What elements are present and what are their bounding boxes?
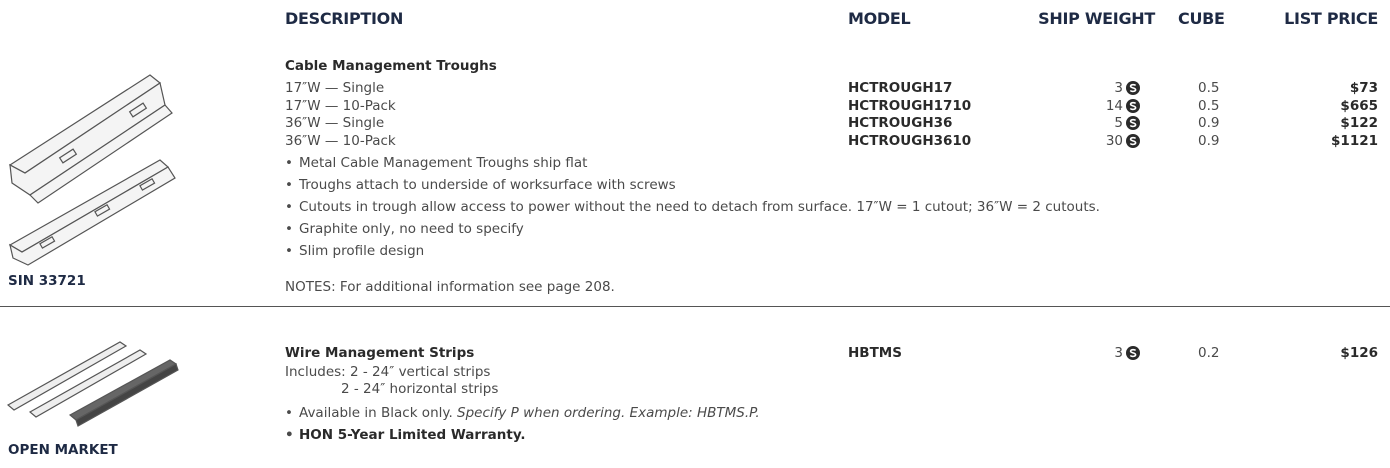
cube: 0.9	[1198, 115, 1220, 131]
warranty: HON 5-Year Limited Warranty.	[285, 427, 526, 444]
cube: 0.5	[1198, 97, 1220, 114]
header-model: MODEL	[848, 9, 911, 28]
bullet: Available in Black only. Specify P when …	[285, 405, 760, 422]
bullet-text: Available in Black only.	[299, 405, 453, 421]
cube: 0.5	[1198, 80, 1220, 96]
section-title: Wire Management Strips	[285, 345, 475, 361]
row-description: 17″W — 10-Pack	[285, 97, 396, 114]
row-description: 36″W — 10-Pack	[285, 132, 396, 149]
list-price: $73	[1349, 80, 1378, 96]
bullet-italic: Specify P when ordering. Example: HBTMS.…	[457, 405, 760, 421]
strips-image	[6, 341, 179, 427]
list-price: $665	[1340, 97, 1378, 114]
model: HBTMS	[848, 345, 902, 361]
ship-icon	[1126, 346, 1140, 360]
ship-icon	[1126, 116, 1140, 130]
row-description: 17″W — Single	[285, 80, 385, 96]
list-price: $122	[1340, 115, 1378, 131]
ship-icon	[1126, 81, 1140, 95]
list-price: $126	[1340, 345, 1378, 361]
header-list-price: LIST PRICE	[1284, 9, 1378, 28]
ship-weight: 3	[1114, 345, 1123, 361]
ship-icon	[1126, 98, 1140, 113]
ship-weight: 14	[1105, 97, 1123, 114]
ship-weight: 5	[1114, 115, 1123, 131]
bullet: Graphite only, no need to specify	[285, 221, 524, 238]
cube: 0.9	[1198, 132, 1220, 149]
header-description: DESCRIPTION	[285, 9, 404, 28]
model: HCTROUGH36	[848, 115, 953, 131]
section-title: Cable Management Troughs	[285, 58, 497, 74]
model: HCTROUGH17	[848, 80, 953, 96]
bullet: Cutouts in trough allow access to power …	[285, 199, 1100, 216]
header-ship-weight: SHIP WEIGHT	[1038, 9, 1155, 28]
list-price: $1121	[1331, 132, 1378, 149]
model: HCTROUGH1710	[848, 97, 972, 114]
bullet: Metal Cable Management Troughs ship flat	[285, 155, 587, 172]
divider	[0, 306, 1390, 307]
model: HCTROUGH3610	[848, 132, 972, 149]
bullet: Troughs attach to underside of worksurfa…	[285, 177, 676, 194]
sin-label: SIN 33721	[8, 273, 86, 289]
header-cube: CUBE	[1178, 9, 1225, 28]
ship-icon	[1126, 133, 1140, 148]
notes: NOTES: For additional information see pa…	[285, 279, 615, 295]
trough-image	[8, 74, 176, 266]
ship-weight: 30	[1105, 132, 1123, 149]
sin-label: OPEN MARKET	[8, 442, 118, 458]
includes: 2 - 24″ horizontal strips	[341, 381, 499, 397]
ship-weight: 3	[1114, 80, 1123, 96]
cube: 0.2	[1198, 345, 1220, 361]
row-description: 36″W — Single	[285, 115, 385, 131]
includes: Includes: 2 - 24″ vertical strips	[285, 364, 491, 380]
bullet: Slim profile design	[285, 243, 424, 260]
